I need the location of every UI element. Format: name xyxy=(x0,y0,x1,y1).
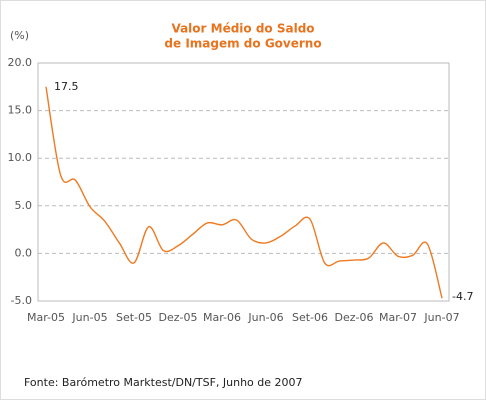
x-tick-label: Jun-06 xyxy=(247,311,283,324)
y-tick-label: 20.0 xyxy=(8,56,33,69)
x-tick-label: Dez-06 xyxy=(335,311,374,324)
x-tick-label: Set-06 xyxy=(292,311,328,324)
data-label: 17.5 xyxy=(54,80,79,93)
y-tick-label: 5.0 xyxy=(15,199,33,212)
x-tick-label: Jun-05 xyxy=(71,311,107,324)
plot-frame xyxy=(37,62,450,302)
x-tick-label: Dez-05 xyxy=(159,311,198,324)
x-tick-label: Set-05 xyxy=(116,311,152,324)
x-tick-label: Mar-05 xyxy=(27,311,65,324)
x-tick-label: Mar-07 xyxy=(379,311,417,324)
x-tick-label: Jun-07 xyxy=(423,311,459,324)
data-label: -4.7 xyxy=(452,290,473,303)
chart-title: Valor Médio do Saldo xyxy=(171,22,314,36)
y-tick-label: 0.0 xyxy=(15,246,33,259)
y-tick-label: 15.0 xyxy=(8,104,33,117)
x-tick-label: Mar-06 xyxy=(203,311,241,324)
y-tick-label: -5.0 xyxy=(11,294,32,307)
y-axis-label: (%) xyxy=(10,29,29,42)
chart-title: de Imagem do Governo xyxy=(164,37,321,51)
line xyxy=(45,86,443,299)
y-tick-label: 10.0 xyxy=(8,151,33,164)
source-note: Fonte: Barómetro Marktest/DN/TSF, Junho … xyxy=(24,376,303,389)
